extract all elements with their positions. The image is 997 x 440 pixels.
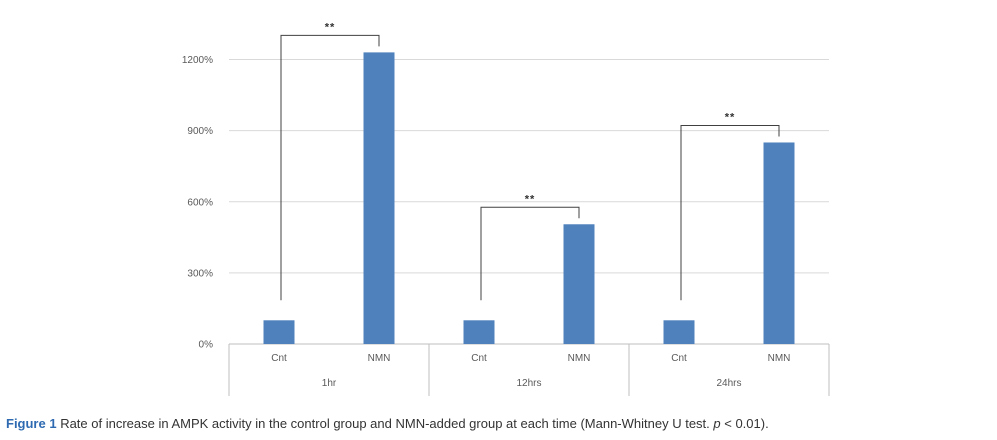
x-tick-label: NMN — [368, 353, 391, 364]
bar-cnt-1hr — [263, 320, 295, 344]
bar-nmn-1hr — [363, 52, 395, 344]
bars — [263, 52, 795, 344]
bar-cnt-24hrs — [663, 320, 695, 344]
bar-nmn-12hrs — [563, 224, 595, 344]
axes — [228, 343, 830, 396]
x-tick-label: Cnt — [671, 353, 687, 364]
figure-caption: Figure 1 Rate of increase in AMPK activi… — [6, 416, 991, 431]
significance-marker: ** — [525, 193, 536, 205]
x-tick-label: Cnt — [471, 353, 487, 364]
group-label: 12hrs — [516, 378, 541, 389]
x-tick-label: NMN — [768, 353, 791, 364]
significance-brackets: ** ** ** — [280, 21, 780, 301]
bar-chart: ** ** ** 0% 300% 600% 900% 1200% Cnt NMN 1hr Cnt NM… — [182, 21, 830, 396]
bar-cnt-12hrs — [463, 320, 495, 344]
significance-marker: ** — [725, 111, 736, 123]
caption-text-end: < 0.01). — [720, 416, 769, 431]
group-label: 24hrs — [716, 378, 741, 389]
group-label: 1hr — [322, 378, 337, 389]
significance-bracket — [480, 206, 580, 301]
y-tick-label: 600% — [187, 197, 213, 208]
significance-bracket — [280, 34, 380, 301]
x-tick-label: NMN — [568, 353, 591, 364]
bar-nmn-24hrs — [763, 142, 795, 344]
significance-bracket — [680, 124, 780, 301]
caption-p-symbol: p — [713, 416, 721, 431]
y-tick-label: 1200% — [182, 55, 213, 66]
x-tick-label: Cnt — [271, 353, 287, 364]
gridlines — [229, 59, 829, 274]
caption-text: Rate of increase in AMPK activity in the… — [56, 416, 714, 431]
axis-labels: 0% 300% 600% 900% 1200% Cnt NMN 1hr Cnt NMN 12hrs C… — [182, 55, 791, 389]
significance-marker: ** — [325, 21, 336, 33]
y-tick-label: 900% — [187, 126, 213, 137]
y-tick-label: 300% — [187, 268, 213, 279]
figure-label: Figure 1 — [6, 416, 57, 431]
y-tick-label: 0% — [199, 340, 214, 351]
